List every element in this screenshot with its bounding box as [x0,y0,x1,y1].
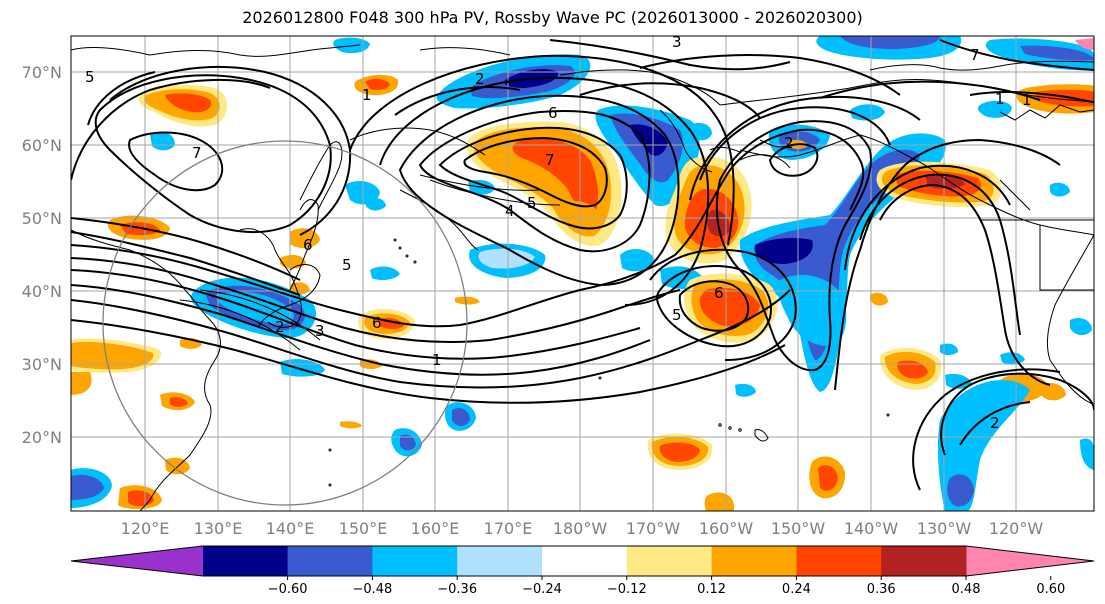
contour-label: 7 [970,46,980,64]
contour-label: 6 [372,314,382,332]
colorbar-segment [711,546,797,576]
contour-label: 1 [1022,91,1032,109]
contour-label: 6 [548,104,558,122]
pv-contours-thin [179,154,791,351]
lat-label: 50°N [22,209,62,228]
colorbar-tick-label: 0.24 [782,582,811,597]
lon-label: 150°W [771,519,826,538]
lon-label: 130°W [917,519,972,538]
colorbar-tick-label: 0.12 [697,582,726,597]
colorbar-segment [287,546,373,576]
contour-labels: 5 7 6 7 5 4 3 7 2 1 1 6 5 6 5 1 2 1 3 2 … [85,33,1032,432]
lat-label: 20°N [22,428,62,447]
lat-label: 30°N [22,355,62,374]
colorbar-segment [542,546,628,576]
colorbar-tick-label: −0.36 [437,582,477,597]
contour-label: 3 [672,33,682,51]
contour-label: 2 [275,318,285,336]
lon-label: 160°W [699,519,754,538]
contour-label: 1 [995,90,1005,108]
contour-label: 6 [303,236,313,254]
lon-label: 160°E [411,519,460,538]
contour-label: 6 [714,284,724,302]
islands [328,238,890,487]
longitude-labels: 120°E 130°E 140°E 150°E 160°E 170°E 180°… [121,519,1044,538]
contour-label: 5 [527,194,537,212]
colorbar-extend-min [71,546,203,576]
contour-label: 2 [990,414,1000,432]
map-title: 2026012800 F048 300 hPa PV, Rossby Wave … [242,8,863,27]
contour-label: 7 [192,144,202,162]
contour-label: 1 [432,351,442,369]
colorbar-tick-label: 0.36 [867,582,896,597]
range-ring-icon [102,140,468,506]
colorbar-segment [881,546,967,576]
colorbar-tick-label: 0.60 [1036,582,1065,597]
colorbar-extend-max [966,546,1094,576]
contour-label: 4 [505,202,515,220]
contour-label: 2 [784,134,794,152]
lat-label: 40°N [22,282,62,301]
contour-label: 7 [545,151,555,169]
contour-label: 1 [362,86,372,104]
latitude-labels: 70°N 60°N 50°N 40°N 30°N 20°N [22,63,62,447]
contour-label: 2 [475,70,485,88]
pv-contours [71,39,1094,491]
lon-label: 140°W [844,519,899,538]
colorbar-tick-label: −0.60 [268,582,308,597]
lat-label: 60°N [22,136,62,155]
colorbar-tick-label: −0.24 [522,582,562,597]
lon-label: 180°W [553,519,608,538]
colorbar-tick-label: 0.48 [952,582,981,597]
contour-label: 3 [315,322,325,340]
contour-label: 5 [85,68,95,86]
lon-label: 170°W [626,519,681,538]
colorbar-tick-label: −0.12 [607,582,647,597]
lon-label: 170°E [484,519,533,538]
colorbar-segment [626,546,713,576]
colorbar: −0.60 −0.48 −0.36 −0.24 −0.12 0.12 0.24 0.36 0.4… [70,545,1095,597]
colorbar-segment [202,546,289,576]
contour-label: 5 [342,256,352,274]
colorbar-segment [796,546,882,576]
colorbar-tick-label: −0.48 [352,582,392,597]
map-border [70,35,1095,512]
contour-label: 5 [672,306,682,324]
lat-label: 70°N [22,63,62,82]
lon-label: 150°E [339,519,388,538]
lon-label: 130°E [194,519,243,538]
colorbar-segment [457,546,543,576]
lon-label: 120°E [121,519,170,538]
colorbar-segment [372,546,458,576]
lon-label: 120°W [989,519,1044,538]
map-frame [71,36,1094,511]
colorbar-outline [70,545,1095,577]
lon-label: 140°E [266,519,315,538]
